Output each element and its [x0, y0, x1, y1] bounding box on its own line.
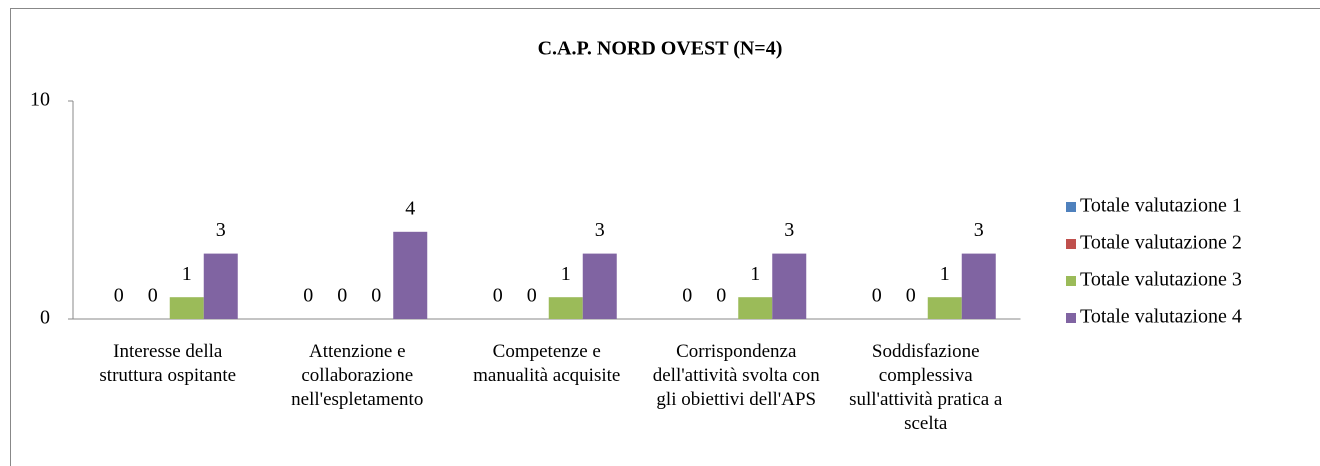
chart-border — [10, 8, 1320, 466]
x-tick-label: Soddisfazione complessiva sull'attività … — [849, 341, 1003, 434]
x-tick-label: Corrispondenza dell'attività svolta con … — [652, 341, 820, 410]
bar — [927, 297, 962, 319]
bar — [548, 297, 583, 319]
data-label: 0 — [337, 285, 347, 307]
y-tick-label: 10 — [30, 89, 50, 111]
bar — [393, 231, 428, 319]
data-label: 0 — [114, 285, 124, 307]
legend-label: Totale valutazione 3 — [1080, 269, 1242, 291]
bar — [772, 253, 807, 319]
bar — [582, 253, 617, 319]
data-label: 0 — [716, 285, 726, 307]
data-label: 0 — [906, 285, 916, 307]
data-label: 3 — [974, 219, 984, 241]
data-label: 4 — [405, 197, 415, 219]
y-tick-label: 0 — [40, 307, 50, 329]
data-label: 1 — [561, 263, 571, 285]
legend-swatch — [1066, 313, 1076, 323]
data-label: 0 — [527, 285, 537, 307]
data-label: 0 — [148, 285, 158, 307]
data-label: 1 — [940, 263, 950, 285]
legend-swatch — [1066, 239, 1076, 249]
data-label: 1 — [182, 263, 192, 285]
legend-label: Totale valutazione 1 — [1080, 195, 1242, 217]
data-label: 3 — [595, 219, 605, 241]
data-label: 0 — [371, 285, 381, 307]
x-tick-label: Interesse della struttura ospitante — [99, 341, 237, 386]
legend-swatch — [1066, 276, 1076, 286]
data-label: 0 — [493, 285, 503, 307]
data-label: 0 — [303, 285, 313, 307]
data-label: 0 — [872, 285, 882, 307]
bar — [203, 253, 238, 319]
legend-label: Totale valutazione 2 — [1080, 232, 1242, 254]
bar — [169, 297, 204, 319]
legend-label: Totale valutazione 4 — [1080, 306, 1242, 328]
data-label: 0 — [682, 285, 692, 307]
x-tick-label: Competenze e manualità acquisite — [473, 341, 621, 386]
chart-title: C.A.P. NORD OVEST (N=4) — [538, 38, 783, 60]
data-label: 3 — [784, 219, 794, 241]
bar — [961, 253, 996, 319]
data-label: 1 — [750, 263, 760, 285]
legend-swatch — [1066, 202, 1076, 212]
data-label: 3 — [216, 219, 226, 241]
bar — [738, 297, 773, 319]
x-tick-label: Attenzione e collaborazione nell'espleta… — [291, 341, 424, 410]
